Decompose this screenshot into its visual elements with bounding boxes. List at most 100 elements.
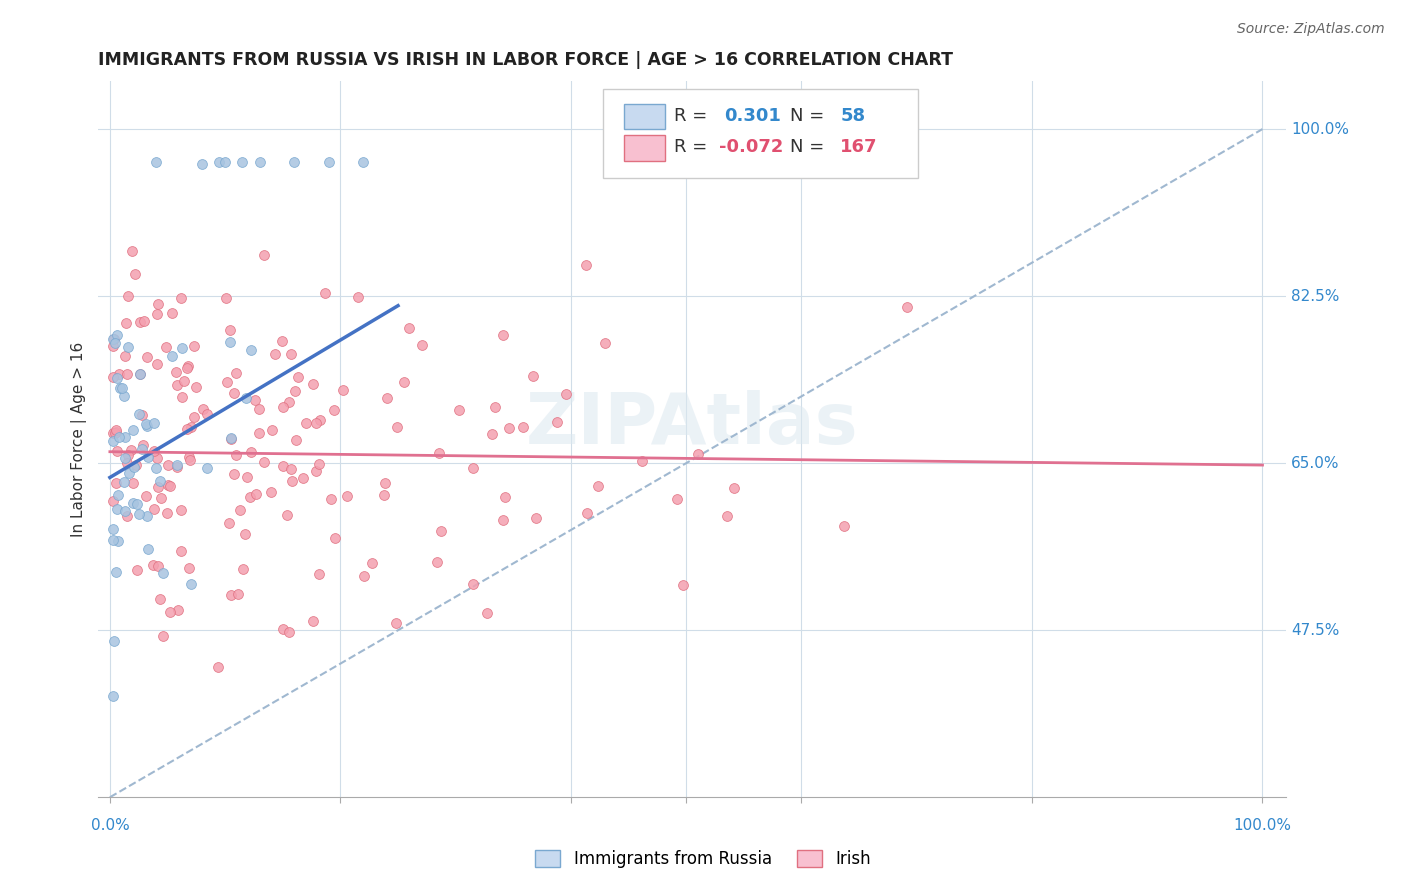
Point [166, 458, 188, 473]
Point [118, 467, 141, 481]
Point [179, 450, 201, 464]
Point [226, 587, 249, 601]
Point [105, 371, 128, 385]
Point [165, 365, 187, 379]
Point [308, 567, 330, 582]
Text: -0.072: -0.072 [720, 138, 783, 156]
Point [136, 419, 159, 434]
Point [156, 478, 179, 492]
Point [115, 456, 138, 470]
Point [215, 291, 238, 305]
Text: 47.5%: 47.5% [1291, 623, 1340, 638]
Point [219, 588, 242, 602]
Point [221, 431, 243, 445]
Point [131, 442, 153, 456]
Point [346, 290, 368, 304]
Point [323, 531, 346, 545]
Point [103, 426, 125, 441]
Point [427, 446, 450, 460]
Point [148, 474, 170, 488]
Point [132, 438, 155, 452]
Point [233, 527, 256, 541]
Point [225, 366, 247, 380]
FancyBboxPatch shape [603, 88, 918, 178]
Point [125, 458, 148, 473]
Point [278, 625, 301, 640]
Point [128, 407, 150, 421]
Point [276, 508, 298, 522]
Point [117, 289, 139, 303]
Point [191, 157, 214, 171]
Point [128, 367, 150, 381]
Point [716, 508, 738, 523]
Point [124, 268, 146, 282]
Point [135, 417, 157, 431]
Point [321, 491, 343, 506]
Point [117, 340, 139, 354]
Point [240, 343, 263, 357]
Point [136, 350, 159, 364]
Point [159, 478, 181, 492]
Point [308, 412, 330, 426]
Point [398, 321, 420, 335]
Point [125, 563, 148, 577]
Y-axis label: In Labor Force | Age > 16: In Labor Force | Age > 16 [72, 342, 87, 537]
Point [105, 423, 128, 437]
Point [152, 629, 174, 643]
Point [586, 479, 609, 493]
Point [115, 316, 138, 330]
Point [236, 470, 259, 484]
Point [222, 386, 245, 401]
Point [105, 443, 128, 458]
Point [127, 496, 149, 510]
Point [283, 155, 305, 169]
Point [179, 560, 201, 574]
Point [145, 461, 167, 475]
Point [666, 492, 689, 507]
Point [108, 381, 131, 395]
Point [484, 400, 506, 414]
Point [114, 430, 136, 444]
Point [896, 301, 918, 315]
Point [170, 390, 193, 404]
Point [128, 507, 150, 521]
Point [305, 464, 328, 478]
Point [522, 369, 544, 384]
Point [302, 614, 325, 628]
Point [195, 460, 218, 475]
Point [173, 374, 195, 388]
Point [524, 511, 547, 525]
Point [219, 323, 242, 337]
Point [107, 488, 129, 502]
Point [105, 475, 128, 490]
Point [107, 533, 129, 548]
Point [385, 615, 408, 630]
Point [217, 375, 239, 389]
Point [461, 461, 484, 475]
Text: Source: ZipAtlas.com: Source: ZipAtlas.com [1237, 22, 1385, 37]
Point [103, 533, 125, 548]
Point [294, 416, 316, 430]
Point [170, 543, 193, 558]
Point [247, 426, 270, 441]
Point [249, 155, 271, 169]
Point [176, 360, 198, 375]
Point [373, 488, 395, 502]
Point [177, 359, 200, 374]
Point [145, 358, 167, 372]
Point [104, 426, 127, 441]
Point [132, 314, 155, 328]
Point [360, 556, 382, 570]
Point [278, 394, 301, 409]
Point [103, 634, 125, 648]
Point [104, 566, 127, 580]
Text: N =: N = [790, 107, 825, 125]
Point [284, 384, 307, 399]
Point [143, 443, 166, 458]
Point [129, 315, 152, 329]
Point [285, 433, 308, 447]
Point [111, 381, 134, 395]
Text: 100.0%: 100.0% [1291, 121, 1350, 136]
Point [291, 471, 314, 485]
Point [723, 481, 745, 495]
